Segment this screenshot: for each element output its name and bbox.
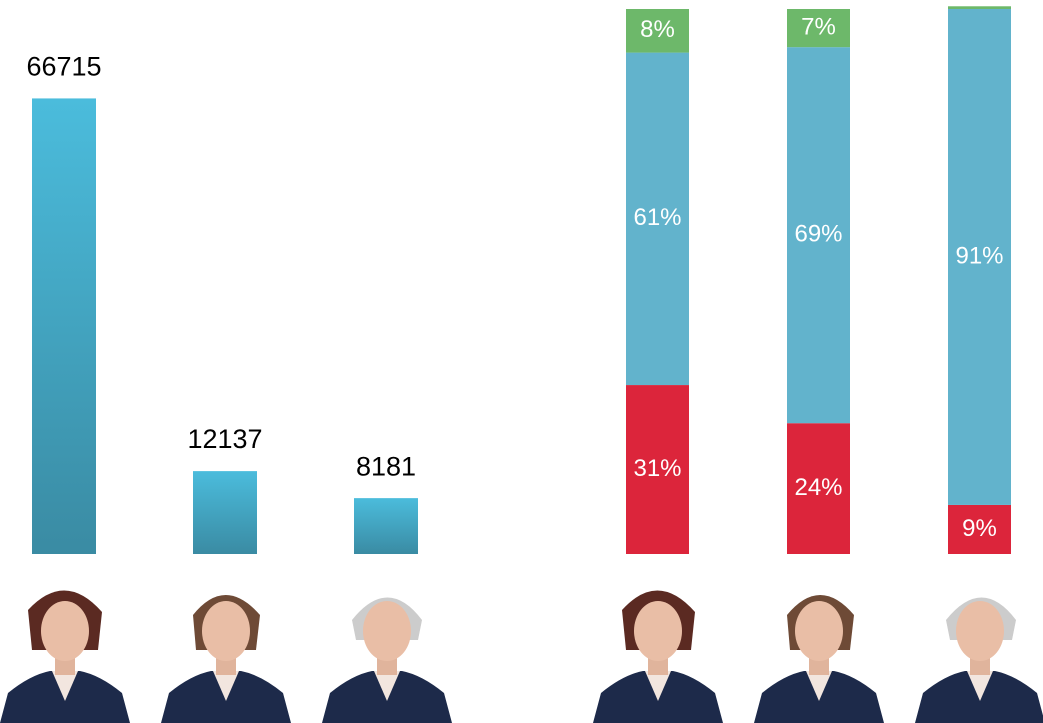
value-label: 8181 xyxy=(356,451,416,481)
bar-segment xyxy=(787,9,850,48)
bar-segment xyxy=(787,423,850,554)
segment-label: 31% xyxy=(633,455,681,482)
bar xyxy=(32,98,96,554)
photo xyxy=(915,597,1043,723)
bar-segment xyxy=(948,504,1011,554)
bar xyxy=(193,471,257,554)
segment-label: 9% xyxy=(962,515,997,542)
segment-label: 8% xyxy=(640,16,675,43)
bar-segment xyxy=(787,47,850,424)
photo xyxy=(754,595,884,723)
bar-segment xyxy=(626,52,689,386)
photo xyxy=(161,595,291,723)
bar-segment xyxy=(948,6,1011,9)
value-label: 66715 xyxy=(26,52,101,82)
segment-label: 69% xyxy=(794,221,842,248)
segment-label: 24% xyxy=(794,474,842,501)
bar-segment xyxy=(626,9,689,53)
photos xyxy=(0,590,1043,723)
bar-segment xyxy=(626,385,689,554)
bar-segment xyxy=(948,9,1011,505)
photo xyxy=(593,590,723,723)
segment-label: 7% xyxy=(801,13,836,40)
segment-label: 91% xyxy=(955,242,1003,269)
value-label: 12137 xyxy=(187,424,262,454)
photo xyxy=(322,597,452,723)
segment-label: 61% xyxy=(633,204,681,231)
bar xyxy=(354,498,418,554)
photo xyxy=(0,590,130,723)
